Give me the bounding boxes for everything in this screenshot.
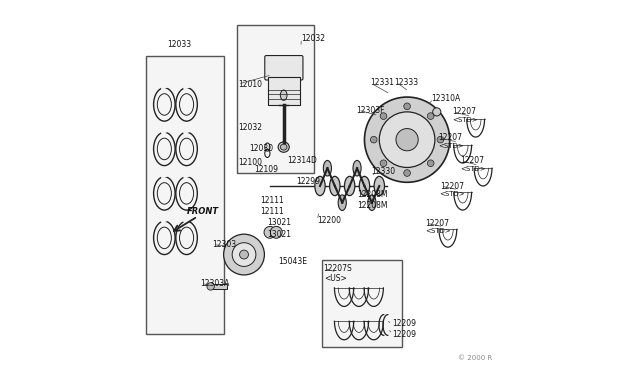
- Circle shape: [223, 234, 264, 275]
- Text: 12109: 12109: [254, 165, 278, 174]
- Circle shape: [404, 103, 410, 110]
- Circle shape: [380, 112, 435, 167]
- Text: 12208M: 12208M: [357, 190, 388, 199]
- Text: 12331: 12331: [370, 78, 394, 87]
- Circle shape: [404, 170, 410, 176]
- Bar: [211, 284, 227, 289]
- Bar: [268, 77, 300, 105]
- Circle shape: [380, 113, 387, 119]
- Text: 12207: 12207: [425, 219, 449, 228]
- Circle shape: [232, 243, 256, 266]
- Text: © 2000 R: © 2000 R: [458, 355, 493, 361]
- Text: 12010: 12010: [237, 80, 262, 89]
- Circle shape: [437, 137, 444, 143]
- Text: 12303A: 12303A: [201, 279, 230, 288]
- Text: <US>: <US>: [324, 274, 347, 283]
- Ellipse shape: [433, 108, 441, 116]
- Bar: [322, 260, 401, 347]
- Text: 12209: 12209: [392, 319, 416, 328]
- Text: 12032: 12032: [237, 123, 262, 132]
- Circle shape: [396, 129, 418, 151]
- Text: 12111: 12111: [260, 208, 284, 217]
- Text: 12314D: 12314D: [287, 155, 317, 164]
- Circle shape: [428, 160, 434, 167]
- Ellipse shape: [278, 142, 289, 152]
- Circle shape: [364, 97, 450, 182]
- Text: 13021: 13021: [268, 230, 291, 240]
- Circle shape: [380, 160, 387, 167]
- Text: 12207: 12207: [438, 133, 463, 142]
- Ellipse shape: [344, 176, 355, 196]
- Text: 12303: 12303: [212, 240, 237, 249]
- Text: 15043E: 15043E: [278, 257, 307, 266]
- Text: 12207S: 12207S: [323, 264, 352, 273]
- Text: 12208M: 12208M: [357, 201, 388, 210]
- Circle shape: [270, 227, 282, 238]
- Text: <STD>: <STD>: [452, 117, 478, 123]
- Text: <STD>: <STD>: [425, 228, 451, 234]
- Bar: [237, 25, 314, 173]
- Circle shape: [428, 113, 434, 119]
- Text: <STD>: <STD>: [438, 143, 464, 149]
- Text: 12330: 12330: [371, 167, 395, 176]
- Ellipse shape: [359, 176, 370, 196]
- Text: 13021: 13021: [268, 218, 291, 227]
- Text: 12207: 12207: [440, 182, 464, 190]
- Text: 12299: 12299: [296, 177, 320, 186]
- Circle shape: [207, 283, 214, 290]
- Text: 12310A: 12310A: [431, 94, 460, 103]
- Bar: [146, 56, 223, 334]
- Text: 12207: 12207: [460, 156, 484, 165]
- Ellipse shape: [323, 160, 332, 176]
- Text: 12209: 12209: [392, 330, 416, 339]
- Ellipse shape: [280, 90, 287, 100]
- Circle shape: [371, 137, 377, 143]
- Text: FRONT: FRONT: [187, 207, 219, 216]
- Ellipse shape: [374, 176, 385, 196]
- Ellipse shape: [338, 195, 346, 211]
- Text: 12030: 12030: [250, 144, 274, 153]
- Text: 12033: 12033: [167, 40, 191, 49]
- Ellipse shape: [315, 176, 325, 196]
- FancyBboxPatch shape: [265, 55, 303, 80]
- Text: 12100: 12100: [237, 158, 262, 167]
- Ellipse shape: [330, 176, 340, 196]
- Ellipse shape: [280, 144, 287, 150]
- Text: 12032: 12032: [301, 34, 326, 43]
- Text: 12303F: 12303F: [356, 106, 385, 115]
- Ellipse shape: [353, 160, 361, 176]
- Circle shape: [264, 227, 276, 238]
- Circle shape: [239, 250, 248, 259]
- Text: 12333: 12333: [394, 78, 419, 87]
- Text: 12207: 12207: [452, 108, 477, 116]
- Text: <STD>: <STD>: [440, 191, 465, 197]
- Text: 12200: 12200: [317, 216, 341, 225]
- Text: <STD>: <STD>: [460, 166, 486, 172]
- Text: 12111: 12111: [260, 196, 284, 205]
- Ellipse shape: [368, 195, 376, 211]
